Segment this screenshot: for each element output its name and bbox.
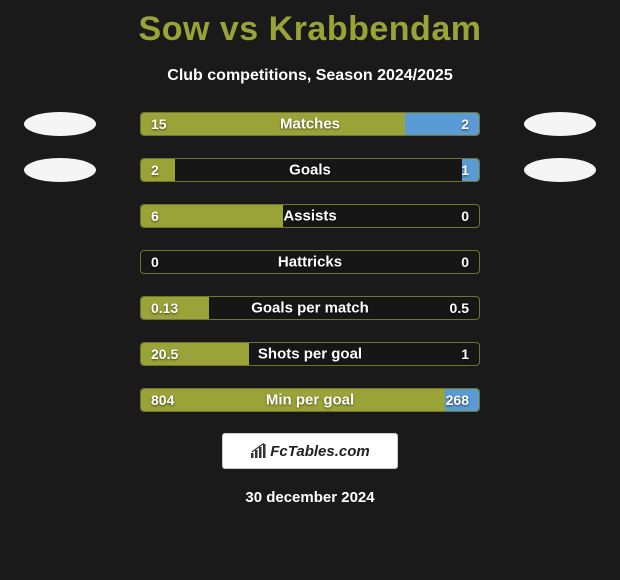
brand-badge[interactable]: FcTables.com xyxy=(222,433,398,469)
stat-value-right: 0.5 xyxy=(450,300,469,316)
player-avatar-left xyxy=(24,112,96,136)
stat-bar: 0 0 Hattricks xyxy=(140,250,480,274)
stat-label: Goals per match xyxy=(251,300,369,317)
stat-value-right: 268 xyxy=(446,392,469,408)
stat-value-left: 15 xyxy=(151,116,167,132)
stat-value-left: 804 xyxy=(151,392,174,408)
stat-value-right: 1 xyxy=(461,346,469,362)
subtitle: Club competitions, Season 2024/2025 xyxy=(0,67,620,85)
stat-bar: 804268Min per goal xyxy=(140,388,480,412)
stat-label: Assists xyxy=(283,208,336,225)
stat-value-left: 20.5 xyxy=(151,346,178,362)
stat-row: 20.5 1 Shots per goal xyxy=(10,341,610,367)
stat-value-right: 1 xyxy=(461,162,469,178)
stat-label: Goals xyxy=(289,162,331,179)
stat-bar: 20.5 1 Shots per goal xyxy=(140,342,480,366)
player-avatar-left xyxy=(24,158,96,182)
stat-row: 0 0 Hattricks xyxy=(10,249,610,275)
stat-row: 152Matches xyxy=(10,111,610,137)
player-avatar-right xyxy=(524,112,596,136)
stat-label: Hattricks xyxy=(278,254,342,271)
bar-left-fill xyxy=(141,389,445,411)
stat-bar: 0.13 0.5 Goals per match xyxy=(140,296,480,320)
stat-row: 0.13 0.5 Goals per match xyxy=(10,295,610,321)
stat-label: Shots per goal xyxy=(258,346,362,363)
stat-value-right: 0 xyxy=(461,254,469,270)
brand-text: FcTables.com xyxy=(270,443,369,460)
stat-value-left: 2 xyxy=(151,162,159,178)
stat-bar: 152Matches xyxy=(140,112,480,136)
stat-value-left: 0.13 xyxy=(151,300,178,316)
date-text: 30 december 2024 xyxy=(0,489,620,506)
stat-value-left: 0 xyxy=(151,254,159,270)
comparison-chart: 152Matches21Goals60Assists00Hattricks0.1… xyxy=(0,111,620,413)
stat-row: 2 1 Goals xyxy=(10,157,610,183)
stat-row: 6 0 Assists xyxy=(10,203,610,229)
stat-value-right: 0 xyxy=(461,208,469,224)
bar-left-fill xyxy=(141,205,283,227)
page-title: Sow vs Krabbendam xyxy=(0,0,620,49)
stat-value-right: 2 xyxy=(461,116,469,132)
stat-bar: 2 1 Goals xyxy=(140,158,480,182)
stat-bar: 6 0 Assists xyxy=(140,204,480,228)
player-avatar-right xyxy=(524,158,596,182)
bar-left-fill xyxy=(141,113,405,135)
chart-icon xyxy=(250,443,266,459)
stat-row: 804268Min per goal xyxy=(10,387,610,413)
stat-value-left: 6 xyxy=(151,208,159,224)
